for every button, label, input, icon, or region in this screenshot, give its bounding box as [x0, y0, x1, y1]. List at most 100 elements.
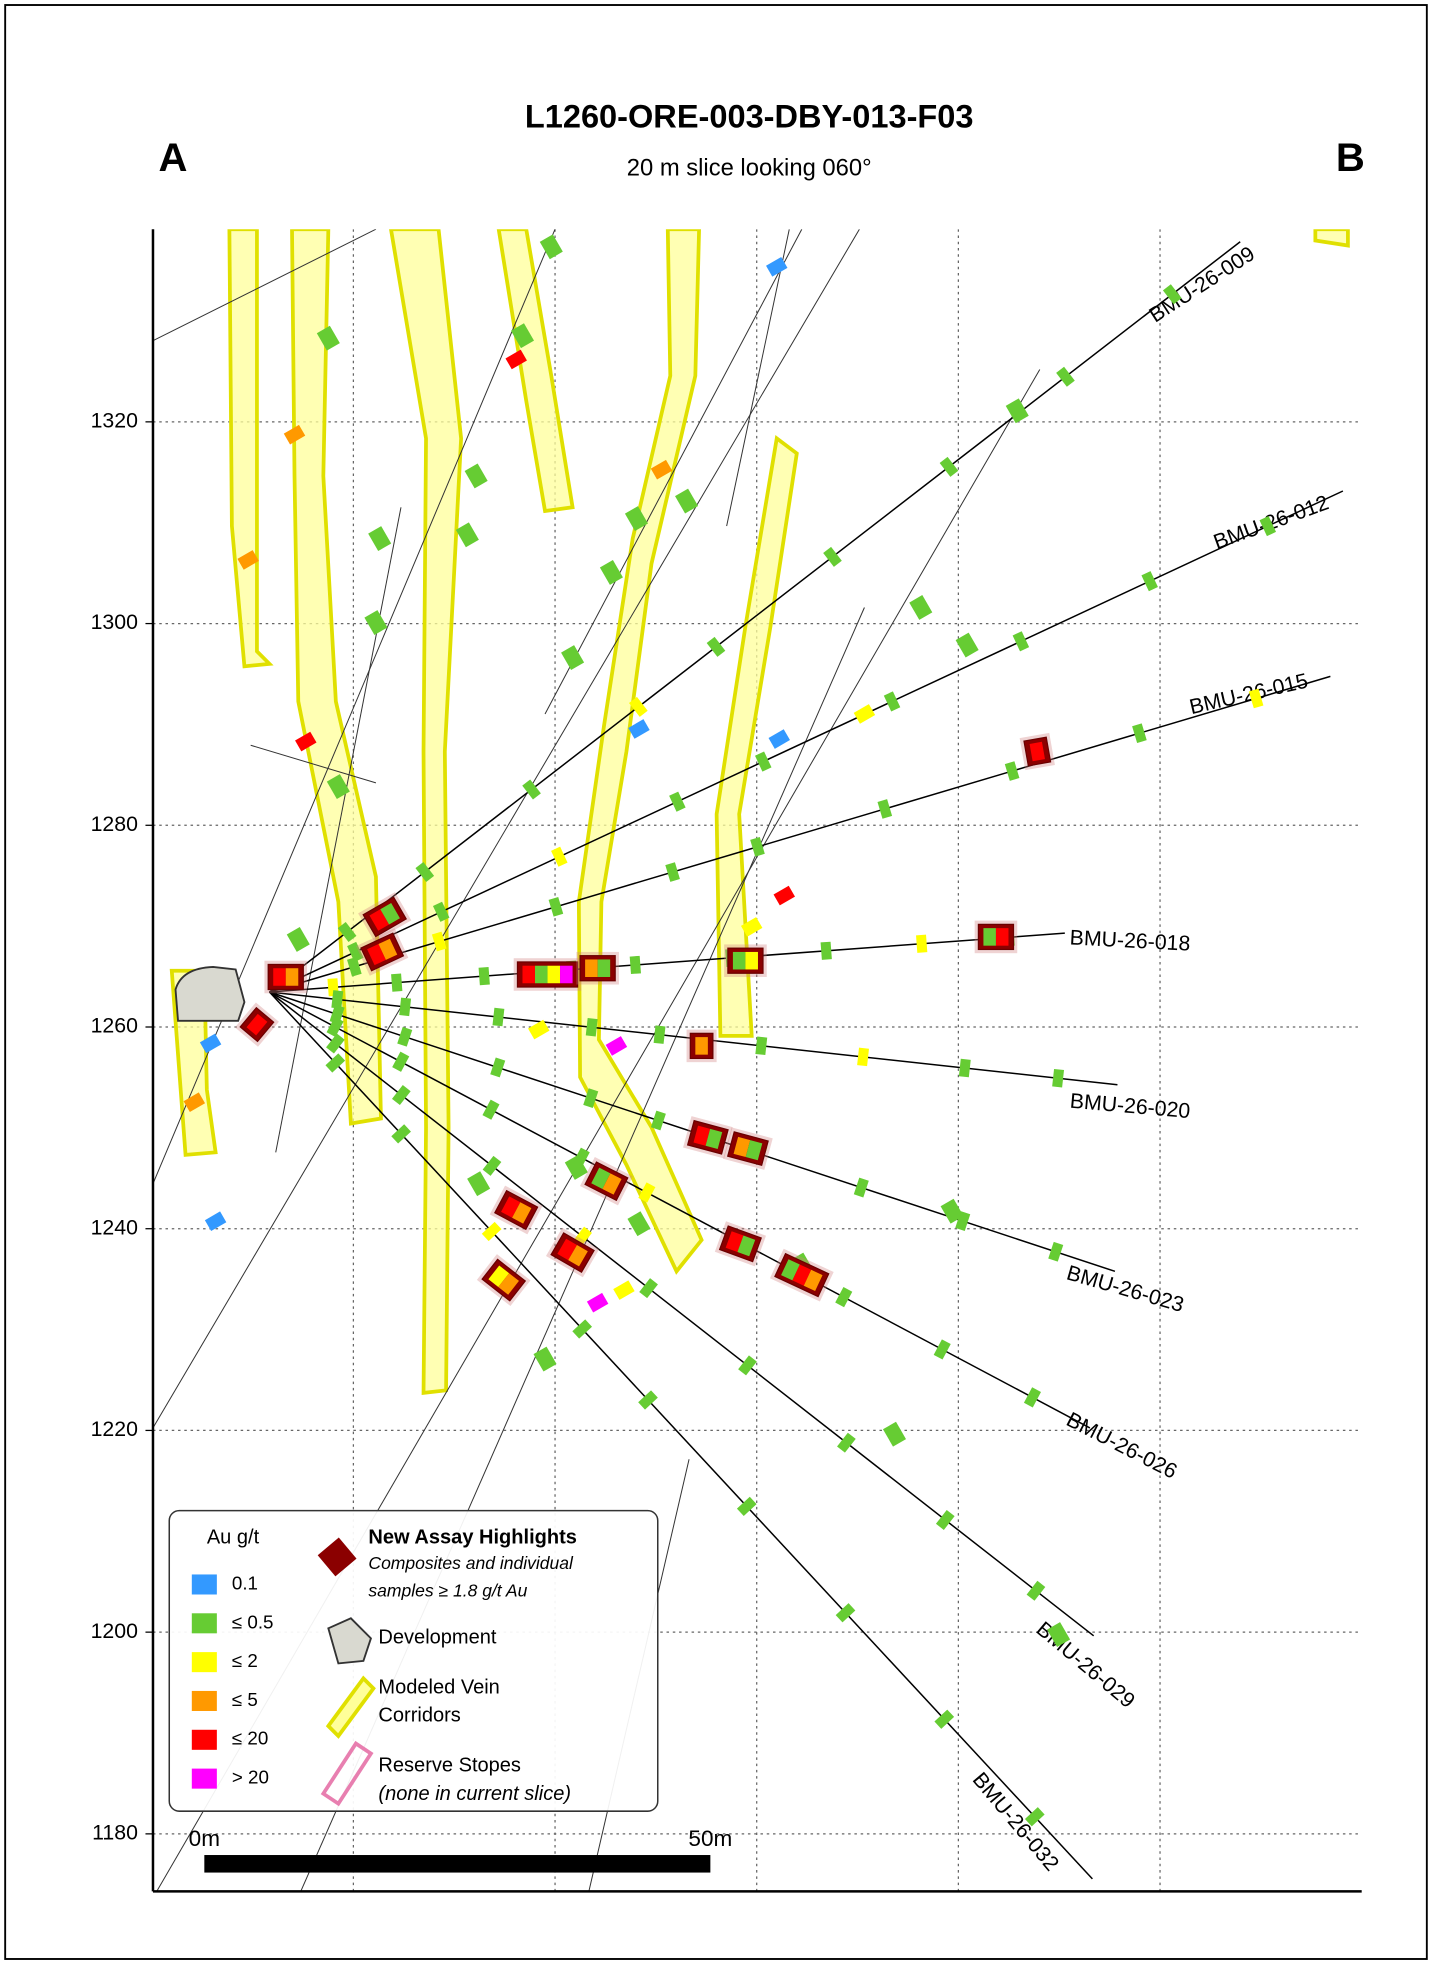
drill-hole	[269, 241, 1241, 993]
vein-corridor	[714, 435, 799, 1038]
highlight-sample	[803, 1269, 823, 1291]
vein-corridor	[576, 229, 704, 1275]
sample-marker	[1004, 761, 1020, 781]
sample-marker	[183, 1092, 206, 1113]
assay-highlight	[974, 920, 1018, 954]
sample-marker	[583, 1088, 599, 1109]
sample-marker	[877, 799, 893, 819]
assay-highlight	[358, 892, 412, 942]
highlight-sample	[273, 968, 286, 986]
highlight-sample	[1029, 741, 1045, 762]
highlight-sample	[732, 951, 746, 970]
sample-marker	[551, 846, 568, 867]
sample-marker	[522, 779, 541, 800]
y-tick-label: 1180	[92, 1820, 138, 1844]
highlight-sample	[995, 928, 1009, 946]
sample-marker	[706, 636, 726, 657]
vein-corridor	[290, 229, 383, 1126]
assay-highlight	[264, 960, 308, 994]
sample-marker	[347, 941, 364, 963]
sample-marker	[1024, 1807, 1045, 1827]
sample-marker	[754, 751, 772, 772]
sample-marker	[533, 1346, 557, 1372]
drill-hole	[269, 675, 1331, 993]
legend-label: ≤ 2	[232, 1650, 258, 1671]
sample-marker	[653, 1025, 666, 1044]
sample-marker	[638, 1390, 658, 1410]
legend-label: Modeled Vein	[378, 1677, 499, 1699]
assay-highlight	[489, 1185, 543, 1235]
vein-corridor	[227, 229, 274, 669]
legend-label: Corridors	[378, 1704, 460, 1726]
sample-marker	[650, 1110, 666, 1131]
legend-label: Reserve Stopes	[378, 1754, 521, 1776]
sample-marker	[510, 323, 534, 349]
sample-marker	[1141, 571, 1158, 592]
subtitle: 20 m slice looking 060°	[627, 154, 872, 181]
sample-marker	[326, 774, 350, 800]
assay-highlight	[546, 1227, 600, 1278]
sample-marker	[883, 691, 901, 712]
highlight-sample	[380, 903, 400, 925]
sample-marker	[853, 1177, 869, 1198]
sample-marker	[585, 1017, 598, 1037]
highlight-sample	[560, 965, 573, 984]
sample-marker	[955, 1211, 971, 1231]
sample-marker	[391, 973, 403, 992]
sample-marker	[368, 526, 392, 552]
legend-label: ≤ 20	[232, 1728, 268, 1749]
sample-marker	[539, 234, 563, 260]
assay-highlight	[356, 928, 409, 976]
corner-label: B	[1336, 136, 1365, 180]
y-tick-label: 1300	[91, 610, 138, 634]
sample-marker	[613, 1280, 635, 1300]
assay-highlight	[1019, 732, 1055, 771]
legend-label: (none in current slice)	[378, 1783, 571, 1805]
legend-title: Au g/t	[207, 1526, 260, 1548]
drill-hole	[269, 932, 1065, 993]
sample-marker	[1026, 1580, 1046, 1601]
sample-marker	[1056, 366, 1075, 387]
highlight-sample	[705, 1128, 723, 1150]
sample-marker	[1259, 516, 1277, 537]
sample-marker	[481, 1221, 502, 1242]
sample-marker	[325, 1053, 346, 1073]
sample-marker	[933, 1339, 951, 1360]
sample-marker	[750, 836, 765, 857]
sample-marker	[572, 1319, 593, 1339]
highlight-sample	[737, 1235, 756, 1257]
sample-marker	[397, 1026, 413, 1047]
y-tick-label: 1320	[91, 408, 138, 432]
vein-corridor	[1313, 229, 1350, 248]
sample-marker	[835, 1287, 853, 1308]
highlight-sample	[695, 1037, 708, 1055]
sample-marker	[347, 956, 362, 977]
other-drill-hole	[152, 229, 860, 1429]
highlight-sample	[501, 1196, 521, 1218]
legend-label: Composites and individual	[368, 1553, 574, 1573]
highlight-sample	[792, 1264, 812, 1286]
sample-marker	[909, 595, 933, 620]
vein-corridor	[389, 229, 463, 1395]
assay-highlight	[576, 951, 619, 985]
sample-marker	[835, 1603, 856, 1623]
sample-marker	[740, 917, 763, 937]
scale-label: 50m	[688, 1826, 732, 1851]
legend-swatch	[191, 1690, 217, 1711]
other-drill-hole	[544, 229, 803, 715]
sample-marker	[738, 1355, 757, 1376]
sample-marker	[199, 1033, 222, 1054]
sample-marker	[364, 610, 388, 635]
sample-marker	[392, 1051, 410, 1072]
sample-marker	[935, 1509, 955, 1530]
sample-marker	[934, 1709, 955, 1729]
legend-label: samples ≥ 1.8 g/t Au	[368, 1581, 527, 1601]
sample-marker	[1005, 398, 1029, 424]
corner-label: A	[159, 136, 188, 180]
sample-marker	[415, 861, 435, 882]
sample-marker	[639, 1278, 658, 1299]
sample-marker	[431, 931, 447, 952]
highlight-sample	[591, 1167, 611, 1189]
sample-marker	[755, 1036, 768, 1056]
sample-marker	[455, 522, 479, 548]
